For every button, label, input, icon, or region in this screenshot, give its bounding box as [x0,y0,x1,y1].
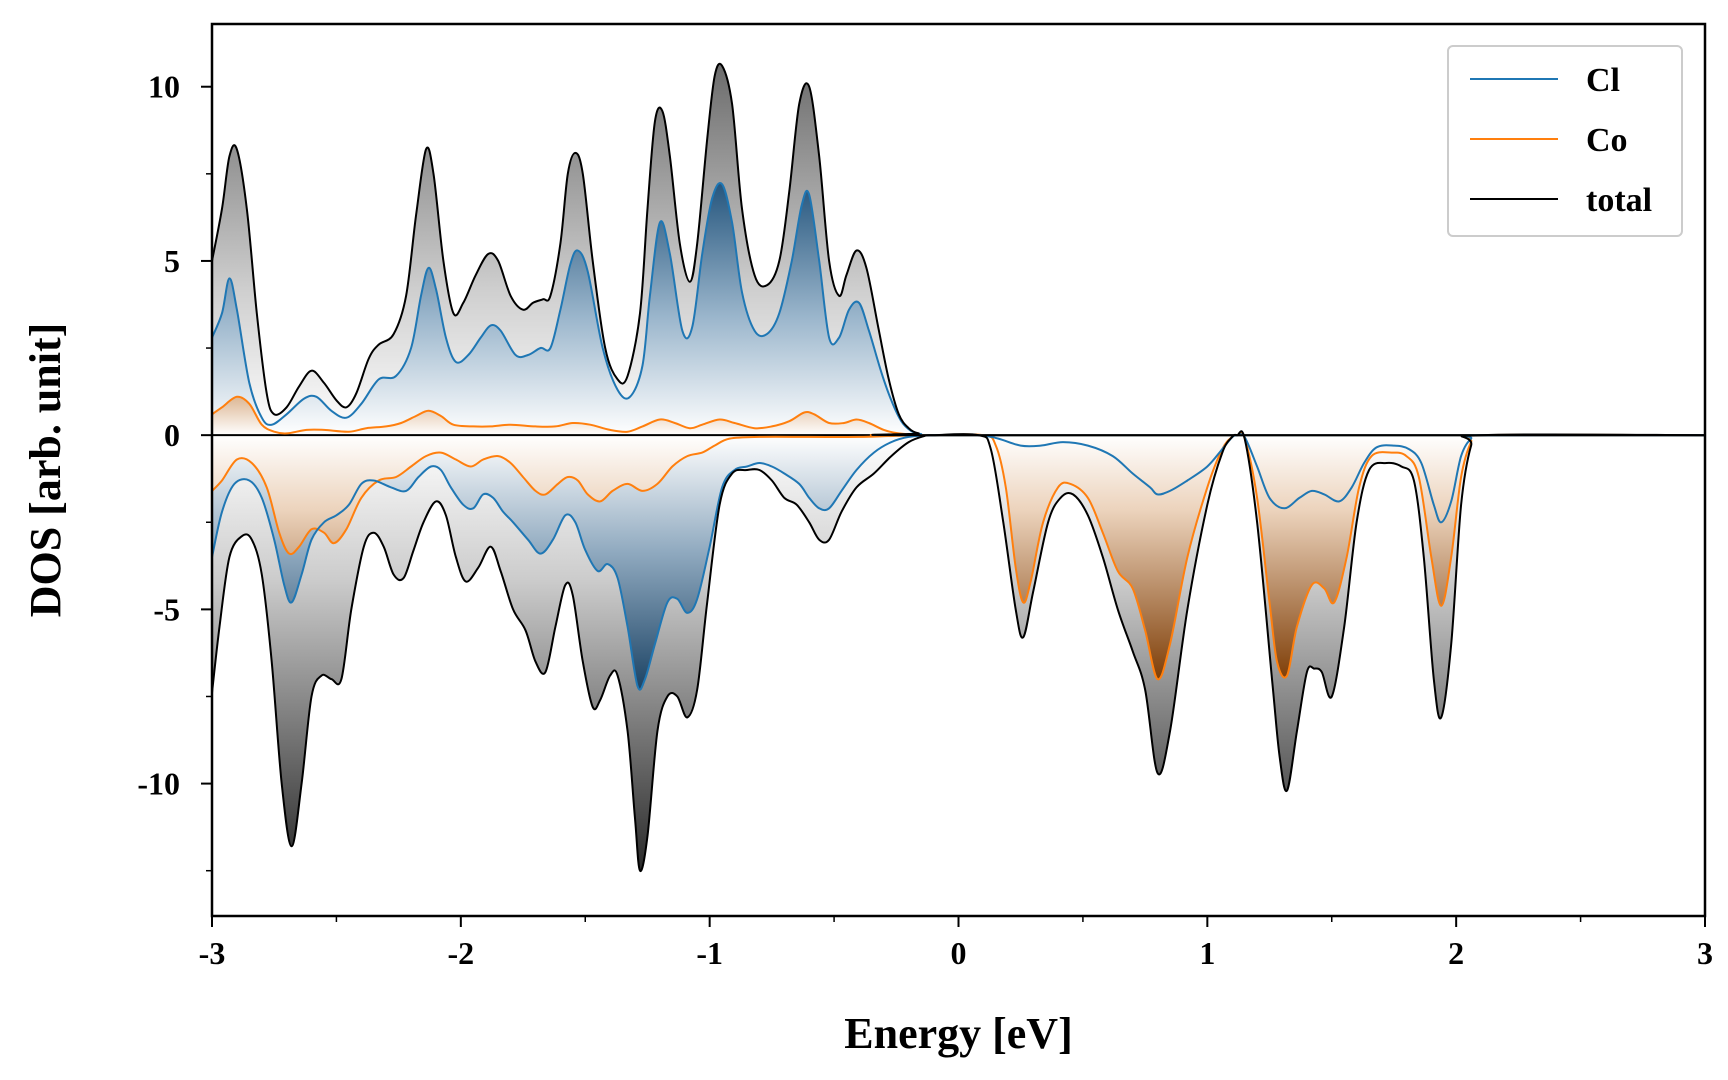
fill-co-up [212,396,1705,436]
legend: Cl Co total [1447,45,1683,237]
line-co-up [211,395,1706,437]
fill-total-down [212,431,1705,872]
legend-label: total [1586,182,1652,219]
y-tick-label: -5 [153,591,180,627]
series-lines [211,62,1706,872]
legend-label: Cl [1586,62,1620,99]
y-tick-label: 10 [148,69,180,105]
x-tick-label: -3 [199,935,226,971]
fill-co-down [212,432,1705,680]
axis-ticks [201,85,1706,927]
y-tick-label: 5 [164,243,180,279]
line-total-up [211,62,1706,437]
line-cl-up [211,182,1706,437]
y-axis-title: DOS [arb. unit] [21,323,70,618]
y-tick-label: -10 [137,766,180,802]
legend-box [1447,45,1683,237]
x-tick-label: 0 [951,935,967,971]
x-tick-label: 3 [1697,935,1713,971]
line-total-down [211,430,1706,872]
line-cl-down [211,433,1706,691]
legend-item-cl: Cl [1470,62,1620,99]
legend-item-co: Co [1470,122,1628,159]
y-tick-label: 0 [164,417,180,453]
fill-cl-up [212,183,1705,436]
x-tick-label: -1 [696,935,723,971]
x-tick-label: 1 [1199,935,1215,971]
x-tick-label: 2 [1448,935,1464,971]
legend-label: Co [1586,122,1628,159]
x-tick-label: -2 [448,935,475,971]
x-axis-title: Energy [eV] [844,1009,1073,1058]
legend-item-total: total [1470,182,1652,219]
